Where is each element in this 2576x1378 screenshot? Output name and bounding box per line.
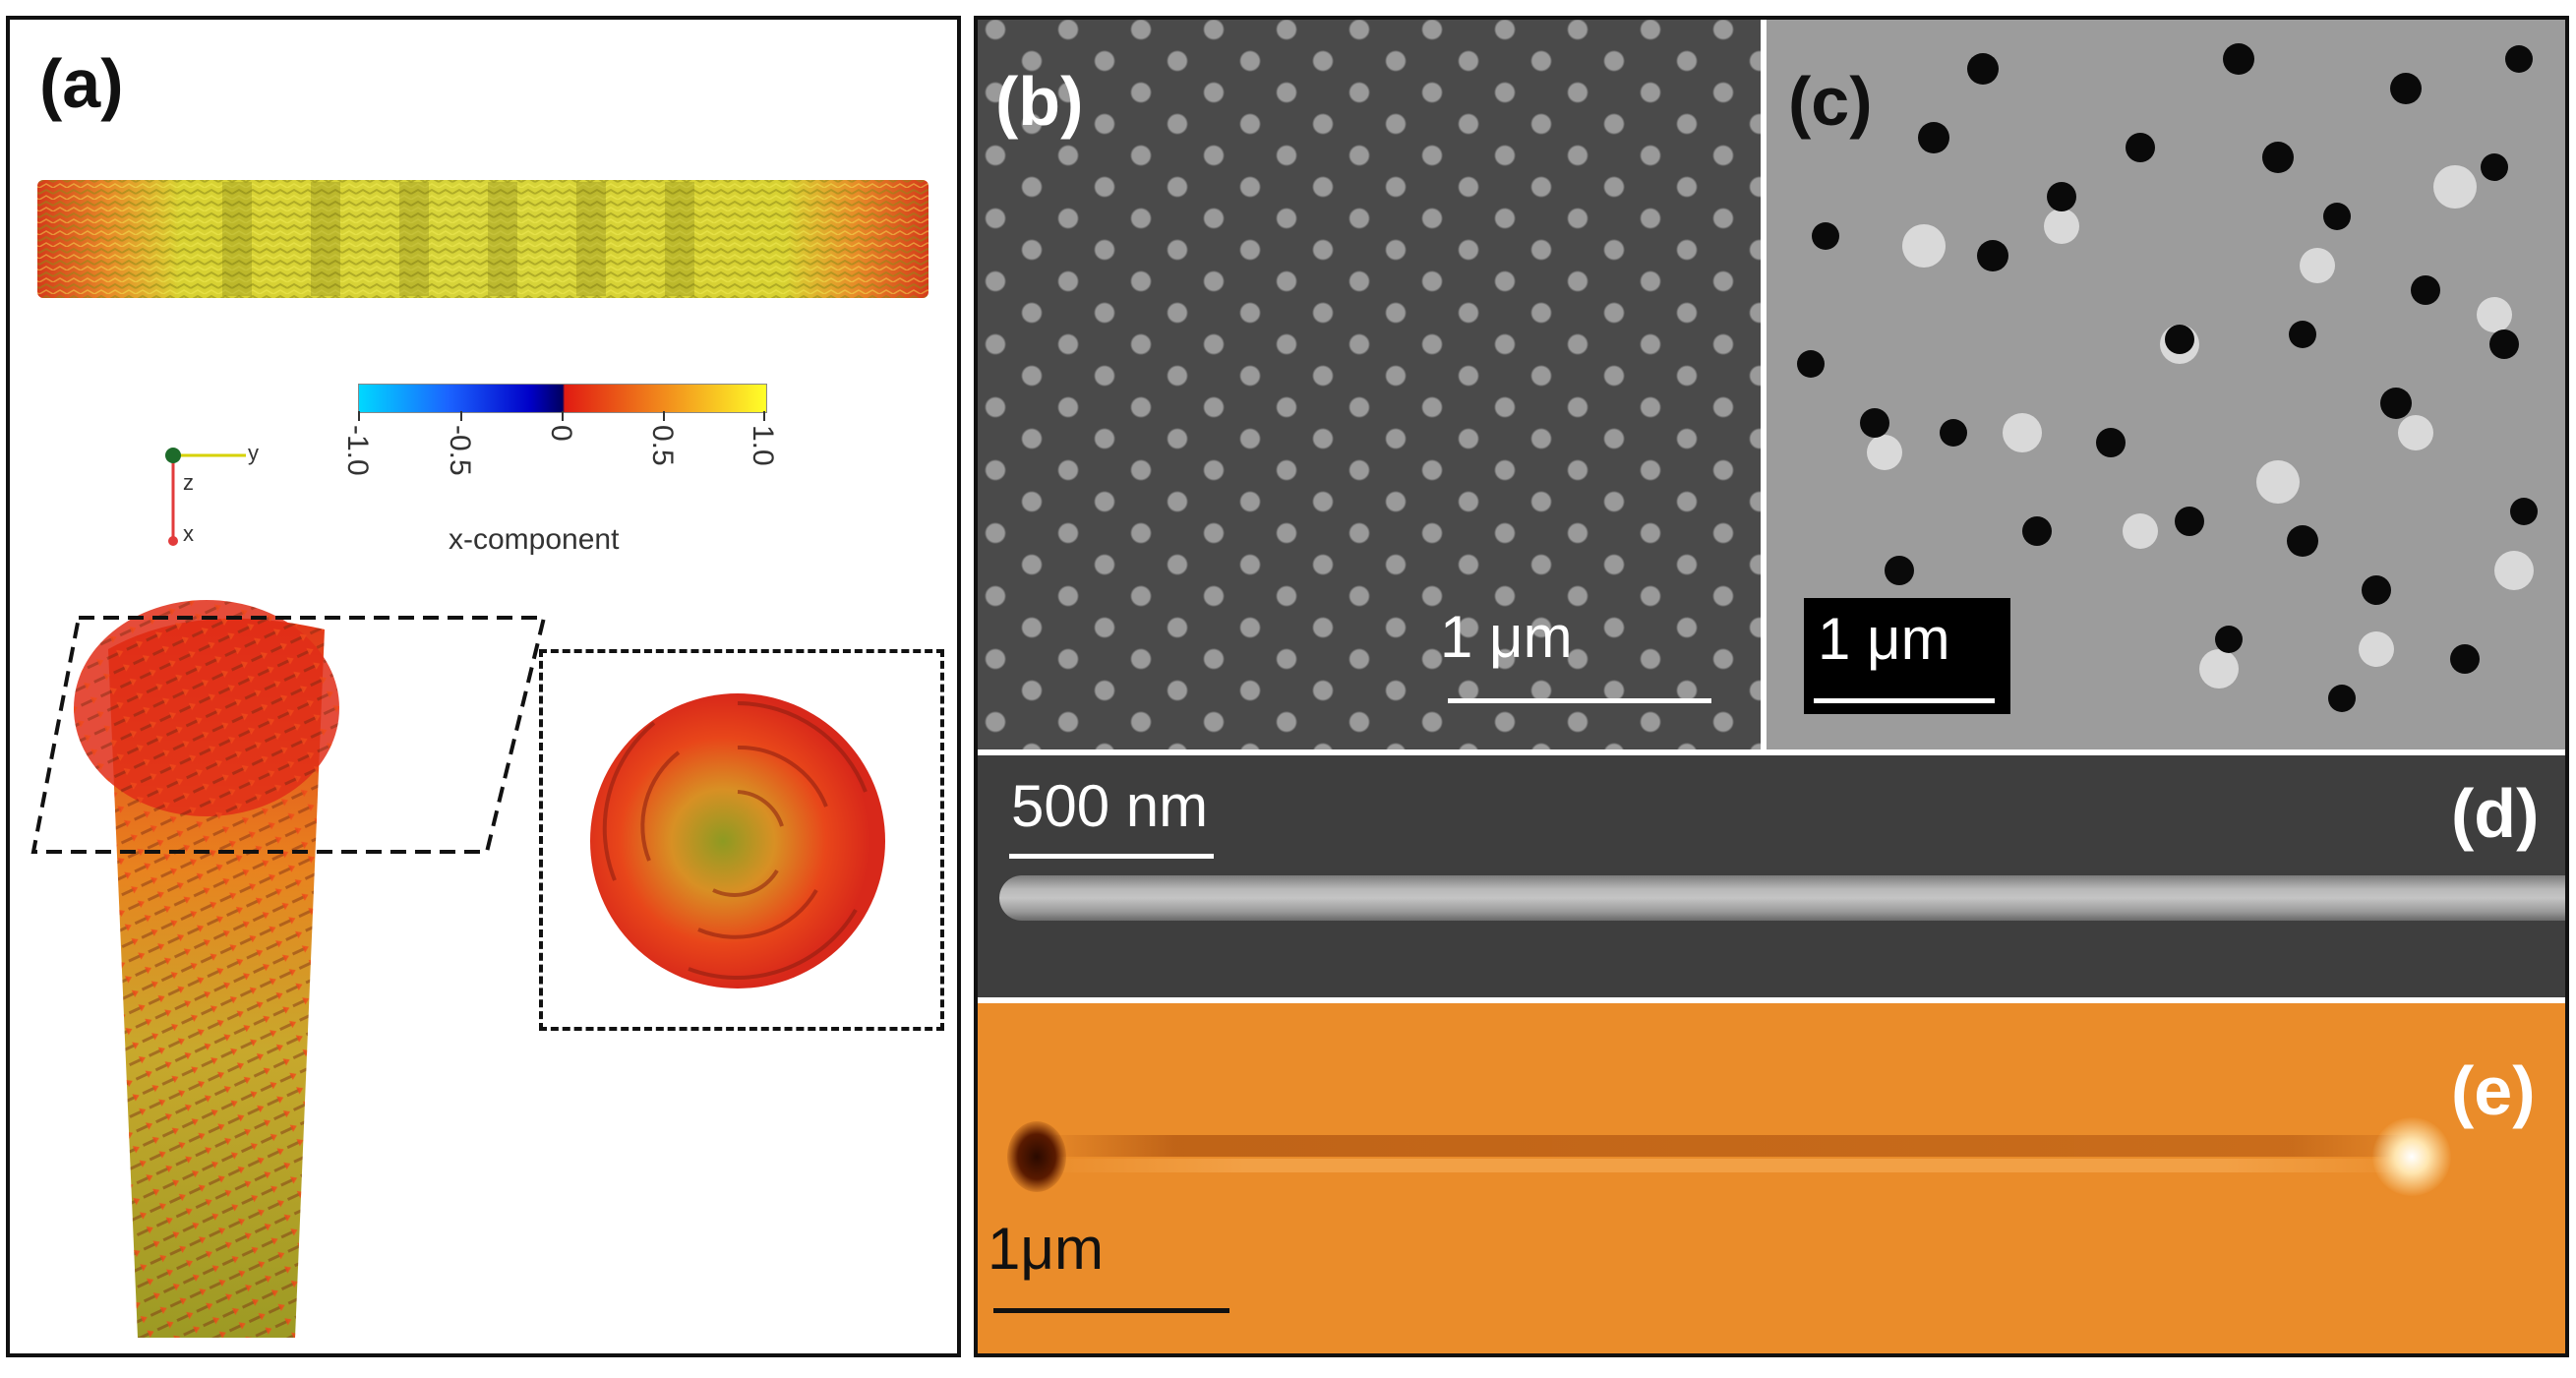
nanowire-side-view: [37, 180, 929, 298]
panel-e: (e) 1μm: [978, 1003, 2565, 1353]
nanowire-sem: [999, 875, 2565, 921]
panel-c: (c) 1 μm: [1767, 20, 2565, 749]
colorbar: [358, 384, 767, 413]
panel-a-frame: [6, 16, 961, 1357]
panel-b-scalebar: [1448, 698, 1711, 703]
panel-b-label: (b): [995, 63, 1084, 140]
panel-b: (b) 1 μm: [978, 20, 1761, 749]
panels-bcde-frame: [974, 16, 2569, 1357]
colorbar-tick-label: 1.0: [747, 425, 779, 466]
colorbar-axis-label: x-component: [449, 523, 620, 556]
panel-d-scalebar: [1009, 854, 1214, 859]
colorbar-tick-label: -1.0: [341, 425, 374, 476]
nanowire-mfm-dark: [1037, 1135, 2433, 1157]
axis-triad-icon: [165, 448, 246, 546]
mfm-dark-pole: [1007, 1121, 1066, 1192]
divider-horizontal-2: [978, 997, 2565, 1003]
divider-horizontal-1: [978, 749, 2565, 755]
panel-d-label: (d): [2451, 775, 2540, 852]
colorbar-tick-label: 0: [545, 425, 577, 442]
panel-c-label: (c): [1788, 63, 1873, 140]
vortex-cross-section: [590, 693, 885, 989]
panel-a-label: (a): [39, 45, 124, 122]
dashed-selection-parallelogram: [30, 616, 547, 854]
panel-d: 500 nm (d): [978, 755, 2565, 997]
panel-e-scalebar: [993, 1308, 1229, 1313]
nanowire-mfm-light: [1037, 1159, 2433, 1172]
panel-e-label: (e): [2451, 1052, 2536, 1129]
panel-c-scalebar-box: [1804, 598, 2010, 714]
panel-e-scalebar-label: 1μm: [988, 1216, 1104, 1282]
panel-b-scalebar-label: 1 μm: [1440, 604, 1573, 670]
colorbar-tick-label: -0.5: [444, 425, 476, 476]
mfm-bright-pole: [2372, 1117, 2451, 1196]
panel-c-scalebar-label: 1 μm: [1818, 606, 1950, 672]
divider-vertical: [1761, 20, 1767, 749]
colorbar-tick-label: 0.5: [646, 425, 679, 466]
vortex-3d-render: [74, 600, 339, 1338]
triad-x-label: x: [183, 521, 194, 546]
cross-section-box: [539, 649, 944, 1031]
triad-z-label: z: [183, 470, 194, 495]
panel-d-scalebar-label: 500 nm: [1011, 773, 1209, 839]
panel-c-image: [1797, 43, 2538, 712]
panel-a: (a): [10, 20, 957, 1353]
triad-y-label: y: [248, 441, 259, 465]
panel-c-scalebar: [1814, 698, 1995, 703]
